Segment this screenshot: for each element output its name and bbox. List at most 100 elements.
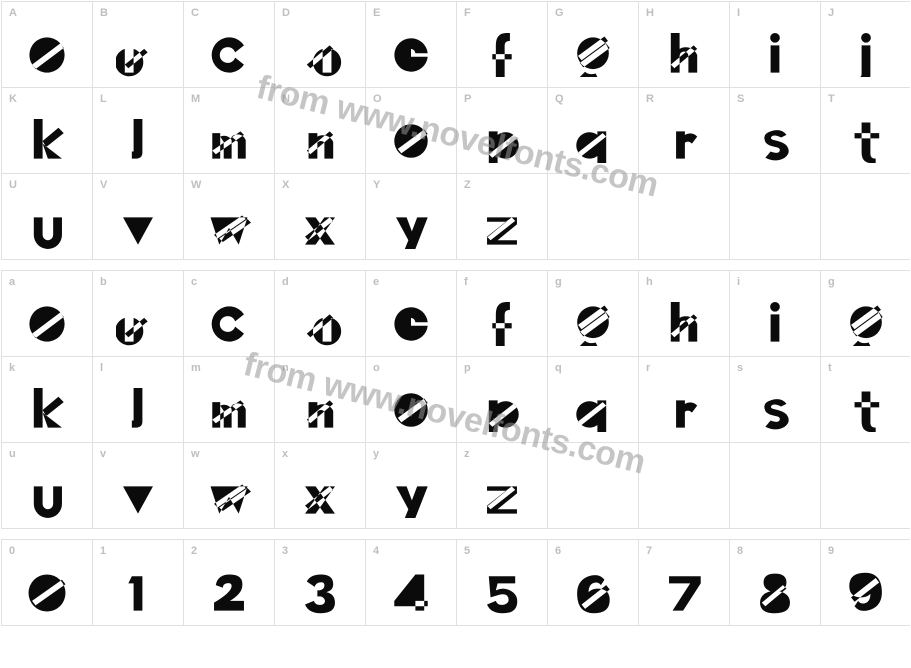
glyph-v [108,197,168,249]
glyph-key-label: 5 [464,545,470,557]
glyph-cell: N [275,88,365,173]
glyph-cell: K [2,88,92,173]
glyph-z [472,466,532,518]
glyph-key-label: t [828,362,832,374]
glyph-cell: V [93,174,183,259]
glyph-key-label: g [555,276,562,288]
glyph-cell: p [457,357,547,442]
glyph-2 [199,563,259,615]
glyph-q [563,380,623,432]
empty-cell [639,443,729,528]
glyph-key-label: A [9,7,17,19]
glyph-cell: q [548,357,638,442]
glyph-o [381,380,441,432]
glyph-cell: t [821,357,911,442]
glyph-8 [745,563,805,615]
glyph-h [654,294,714,346]
glyph-l [108,111,168,163]
glyph-key-label: u [9,448,16,460]
glyph-cell: 5 [457,540,547,625]
glyph-cell: v [93,443,183,528]
glyph-cell: M [184,88,274,173]
glyph-cell: s [730,357,820,442]
glyph-key-label: w [191,448,200,460]
glyph-key-label: e [373,276,379,288]
glyph-k [17,380,77,432]
glyph-key-label: D [282,7,290,19]
glyph-key-label: c [191,276,197,288]
glyph-6 [563,563,623,615]
glyph-s [745,111,805,163]
glyph-key-label: O [373,93,382,105]
glyph-cell: E [366,2,456,87]
glyph-cell: 7 [639,540,729,625]
glyph-key-label: f [464,276,468,288]
glyph-key-label: H [646,7,654,19]
glyph-y [381,197,441,249]
glyph-key-label: Z [464,179,471,191]
glyph-cell: b [93,271,183,356]
glyph-key-label: y [373,448,379,460]
glyph-cell: d [275,271,365,356]
glyph-key-label: v [100,448,106,460]
glyph-key-label: G [555,7,564,19]
glyph-key-label: r [646,362,650,374]
glyph-key-label: 3 [282,545,288,557]
glyph-cell: z [457,443,547,528]
glyph-c [199,294,259,346]
glyph-key-label: I [737,7,740,19]
glyph-cell: G [548,2,638,87]
glyph-v [108,466,168,518]
glyph-cell: W [184,174,274,259]
glyph-u [17,197,77,249]
glyph-key-label: 2 [191,545,197,557]
glyph-s [745,380,805,432]
glyph-cell: k [2,357,92,442]
glyph-cell: Z [457,174,547,259]
glyph-key-label: M [191,93,200,105]
glyph-cell: U [2,174,92,259]
glyph-cell: g [821,271,911,356]
empty-cell [730,174,820,259]
glyph-cell: e [366,271,456,356]
glyph-n [290,111,350,163]
glyph-key-label: p [464,362,471,374]
glyph-key-label: 1 [100,545,106,557]
glyph-d [290,25,350,77]
glyph-key-label: k [9,362,15,374]
glyph-key-label: x [282,448,288,460]
glyph-p [472,111,532,163]
glyph-o [381,111,441,163]
glyph-i [745,25,805,77]
glyph-cell: D [275,2,365,87]
glyph-cell: 0 [2,540,92,625]
glyph-cell: x [275,443,365,528]
glyph-t [836,111,896,163]
glyph-4 [381,563,441,615]
glyph-key-label: h [646,276,653,288]
glyph-key-label: o [373,362,380,374]
glyph-cell: l [93,357,183,442]
glyph-cell: H [639,2,729,87]
glyph-7 [654,563,714,615]
glyph-1 [108,563,168,615]
glyph-d [290,294,350,346]
glyph-5 [472,563,532,615]
glyph-cell: o [366,357,456,442]
glyph-key-label: W [191,179,201,191]
empty-cell [821,174,911,259]
glyph-cell: 3 [275,540,365,625]
glyph-key-label: 6 [555,545,561,557]
glyph-cell: O [366,88,456,173]
glyph-i [745,294,805,346]
glyph-n [290,380,350,432]
glyph-key-label: U [9,179,17,191]
glyph-key-label: n [282,362,289,374]
glyph-f [472,25,532,77]
glyph-cell: T [821,88,911,173]
glyph-cell: 2 [184,540,274,625]
glyph-b [108,25,168,77]
glyph-h [654,25,714,77]
glyph-x [290,197,350,249]
empty-cell [639,174,729,259]
